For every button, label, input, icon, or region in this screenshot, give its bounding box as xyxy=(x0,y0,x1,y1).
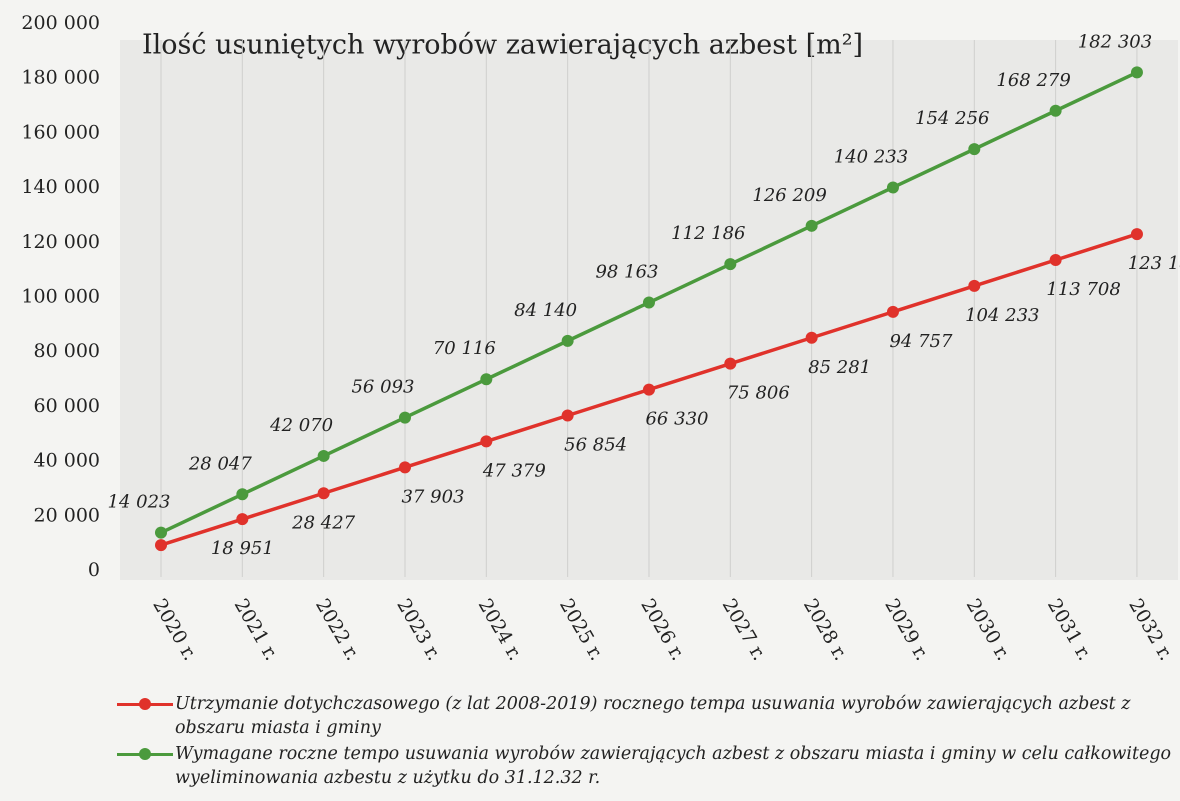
data-label: 182 303 xyxy=(1078,31,1152,52)
legend-swatch xyxy=(115,742,175,766)
data-label: 28 427 xyxy=(291,512,356,533)
data-point xyxy=(561,409,574,422)
y-tick-label: 40 000 xyxy=(34,450,100,472)
data-label: 113 708 xyxy=(1046,279,1120,300)
data-label: 98 163 xyxy=(595,262,658,283)
data-point xyxy=(805,219,818,232)
legend-item: Utrzymanie dotychczasowego (z lat 2008-2… xyxy=(115,692,1175,740)
y-tick-label: 60 000 xyxy=(34,395,100,417)
data-label: 28 047 xyxy=(188,453,253,474)
data-label: 56 854 xyxy=(564,435,627,456)
data-point xyxy=(642,383,655,396)
data-point xyxy=(968,143,981,156)
legend-label: Wymagane roczne tempo usuwania wyrobów z… xyxy=(175,744,1172,788)
data-label: 18 951 xyxy=(211,538,274,559)
chart-title: Ilość usuniętych wyrobów zawierających a… xyxy=(142,30,863,61)
y-tick-label: 100 000 xyxy=(21,286,100,308)
data-point xyxy=(236,488,249,501)
data-point xyxy=(561,334,574,347)
x-tick-label: 2031 r. xyxy=(1043,595,1096,664)
data-label: 70 116 xyxy=(433,338,496,359)
data-point xyxy=(1130,66,1143,79)
data-label: 37 903 xyxy=(401,486,464,507)
data-point xyxy=(805,331,818,344)
y-tick-label: 80 000 xyxy=(34,340,100,362)
data-point xyxy=(642,296,655,309)
data-label: 85 281 xyxy=(808,357,871,378)
data-point xyxy=(236,513,249,526)
data-point xyxy=(724,357,737,370)
x-tick-label: 2025 r. xyxy=(555,595,608,664)
x-tick-label: 2023 r. xyxy=(392,595,445,664)
data-point xyxy=(1049,104,1062,117)
data-label: 140 233 xyxy=(834,146,908,167)
data-point xyxy=(398,411,411,424)
y-tick-label: 0 xyxy=(88,559,100,581)
data-label: 47 379 xyxy=(482,460,546,481)
x-tick-label: 2028 r. xyxy=(799,595,852,664)
data-label: 112 186 xyxy=(671,223,745,244)
y-tick-label: 120 000 xyxy=(21,231,100,253)
y-tick-label: 20 000 xyxy=(34,504,100,526)
legend-swatch xyxy=(115,692,175,716)
x-tick-label: 2022 r. xyxy=(311,595,364,664)
data-point xyxy=(886,181,899,194)
y-tick-label: 160 000 xyxy=(21,121,100,143)
data-point xyxy=(480,435,493,448)
data-label: 154 256 xyxy=(915,108,989,129)
y-tick-label: 180 000 xyxy=(21,67,100,89)
data-point xyxy=(398,461,411,474)
data-label: 66 330 xyxy=(645,409,708,430)
data-point xyxy=(155,539,167,552)
x-tick-label: 2021 r. xyxy=(230,595,283,664)
data-label: 126 209 xyxy=(752,185,826,206)
x-tick-label: 2030 r. xyxy=(962,595,1015,664)
data-point xyxy=(155,526,167,539)
data-point xyxy=(317,449,330,462)
data-label: 94 757 xyxy=(889,331,953,352)
data-label: 75 806 xyxy=(727,383,790,404)
chart: Ilość usuniętych wyrobów zawierających a… xyxy=(21,12,1180,664)
x-tick-label: 2029 r. xyxy=(880,595,933,664)
data-label: 168 279 xyxy=(996,70,1070,91)
x-tick-label: 2020 r. xyxy=(148,595,201,664)
x-tick-label: 2032 r. xyxy=(1124,595,1177,664)
data-point xyxy=(724,258,737,271)
data-label: 104 233 xyxy=(965,305,1039,326)
data-point xyxy=(1049,254,1062,267)
data-point xyxy=(317,487,330,500)
x-tick-label: 2027 r. xyxy=(718,595,771,664)
data-point xyxy=(886,305,899,318)
data-point xyxy=(480,373,493,386)
y-tick-label: 140 000 xyxy=(21,176,100,198)
data-label: 56 093 xyxy=(351,377,414,398)
data-point xyxy=(968,279,981,292)
legend-item: Wymagane roczne tempo usuwania wyrobów z… xyxy=(115,742,1175,790)
x-tick-label: 2026 r. xyxy=(636,595,689,664)
data-label: 42 070 xyxy=(269,415,333,436)
legend: Utrzymanie dotychczasowego (z lat 2008-2… xyxy=(115,692,1175,792)
legend-label: Utrzymanie dotychczasowego (z lat 2008-2… xyxy=(175,694,1131,738)
data-label: 123 184 xyxy=(1128,253,1180,274)
x-tick-label: 2024 r. xyxy=(474,595,527,664)
data-point xyxy=(1130,228,1143,241)
data-label: 14 023 xyxy=(108,492,171,513)
data-label: 84 140 xyxy=(514,300,577,321)
y-tick-label: 200 000 xyxy=(21,12,100,34)
